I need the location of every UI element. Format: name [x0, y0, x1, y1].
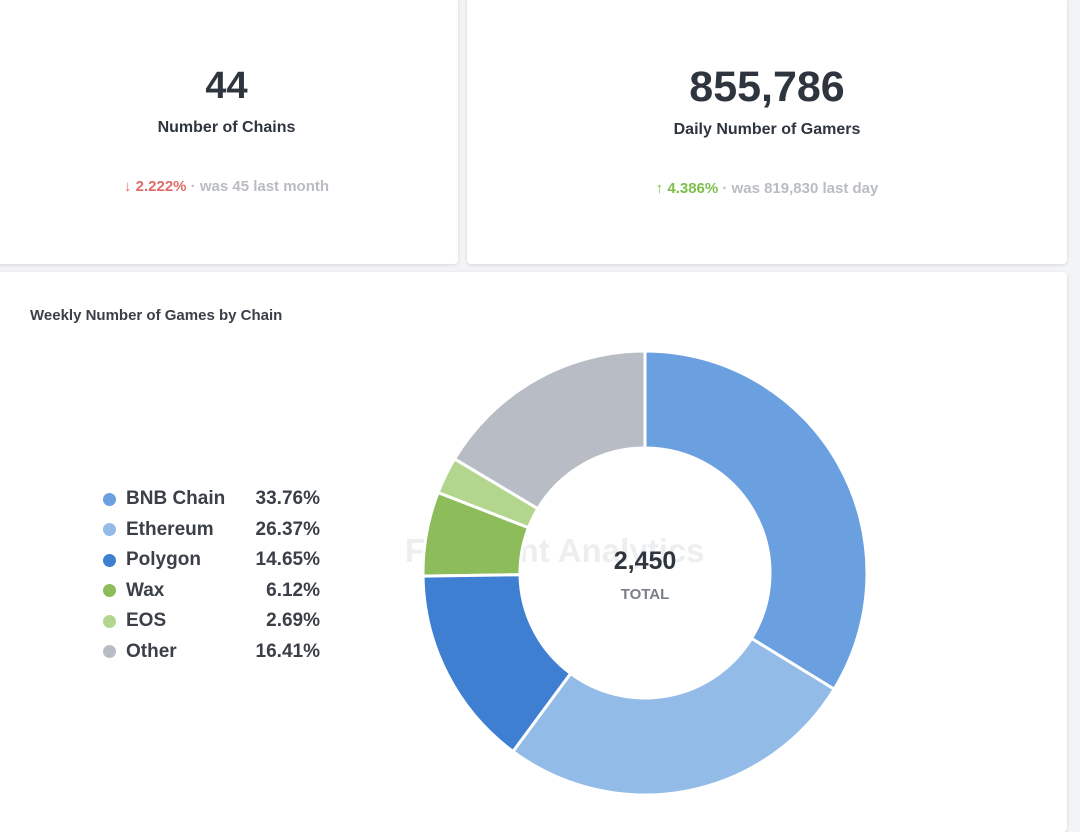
- legend-value: 16.41%: [255, 640, 320, 662]
- legend-value: 2.69%: [266, 610, 320, 632]
- chart-title: Weekly Number of Games by Chain: [30, 307, 283, 324]
- kpi-comparison: · was 819,830 last day: [722, 180, 879, 197]
- legend-swatch: [103, 614, 116, 628]
- kpi-change-pct: 2.222%: [135, 178, 187, 195]
- legend-value: 33.76%: [255, 488, 320, 510]
- legend-label: EOS: [126, 610, 167, 632]
- legend-label: Other: [126, 640, 177, 662]
- donut-slice-ethereum[interactable]: [510, 636, 837, 797]
- legend-value: 14.65%: [255, 549, 320, 571]
- kpi-card-chains: 44 Number of Chains ↓ 2.222% · was 45 la…: [0, 0, 458, 264]
- kpi-value: 855,786: [689, 63, 845, 111]
- legend-item[interactable]: EOS 2.69%: [103, 606, 320, 637]
- kpi-change: ↓ 2.222% · was 45 last month: [0, 178, 458, 195]
- kpi-label: Number of Chains: [157, 119, 296, 136]
- arrow-down-icon: ↓: [123, 178, 132, 195]
- donut-slice-bnb-chain[interactable]: [643, 349, 869, 692]
- legend-label: Ethereum: [126, 518, 214, 540]
- legend-swatch: [103, 523, 116, 537]
- donut-slice-polygon[interactable]: [421, 573, 573, 754]
- donut-chart: 2,450 TOTAL: [421, 349, 869, 797]
- kpi-card-gamers: 855,786 Daily Number of Gamers ↑ 4.386% …: [467, 0, 1067, 264]
- legend-value: 6.12%: [266, 579, 320, 601]
- donut-slice-wax[interactable]: [421, 490, 531, 578]
- kpi-change: ↑ 4.386% · was 819,830 last day: [467, 180, 1067, 197]
- legend-swatch: [103, 645, 116, 659]
- legend-label: Polygon: [126, 549, 201, 571]
- chart-legend: BNB Chain 33.76% Ethereum 26.37% Polygon 14.6…: [103, 484, 320, 667]
- legend-item[interactable]: BNB Chain 33.76%: [103, 484, 320, 515]
- legend-label: BNB Chain: [126, 488, 226, 510]
- legend-value: 26.37%: [255, 518, 320, 540]
- legend-swatch: [103, 584, 116, 598]
- kpi-change-pct: 4.386%: [667, 180, 719, 197]
- legend-swatch: [103, 492, 116, 506]
- kpi-comparison: · was 45 last month: [190, 178, 330, 195]
- kpi-label: Daily Number of Gamers: [673, 121, 861, 138]
- donut-slice-other[interactable]: [452, 349, 647, 511]
- kpi-value: 44: [205, 65, 248, 107]
- donut-slice-eos[interactable]: [436, 456, 540, 530]
- legend-item[interactable]: Polygon 14.65%: [103, 545, 320, 576]
- legend-swatch: [103, 553, 116, 567]
- legend-item[interactable]: Other 16.41%: [103, 637, 320, 668]
- donut-total: 2,450: [614, 547, 677, 575]
- donut-total-label: TOTAL: [621, 586, 670, 603]
- legend-item[interactable]: Wax 6.12%: [103, 576, 320, 607]
- legend-item[interactable]: Ethereum 26.37%: [103, 515, 320, 546]
- arrow-up-icon: ↑: [655, 180, 664, 197]
- legend-label: Wax: [126, 579, 165, 601]
